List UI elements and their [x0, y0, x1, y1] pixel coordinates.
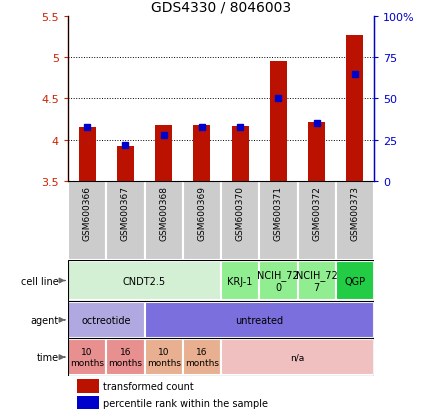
Text: GSM600372: GSM600372: [312, 186, 321, 240]
Bar: [68, 339, 106, 375]
Bar: [270, 62, 287, 182]
Text: agent: agent: [31, 315, 59, 325]
Text: CNDT2.5: CNDT2.5: [123, 276, 166, 286]
Bar: [259, 182, 298, 260]
Bar: [68, 182, 106, 260]
Bar: [183, 182, 221, 260]
Bar: [221, 339, 374, 375]
Bar: [183, 339, 221, 375]
Bar: [144, 182, 183, 260]
Text: percentile rank within the sample: percentile rank within the sample: [103, 398, 268, 408]
Text: GSM600366: GSM600366: [82, 186, 92, 240]
Text: GSM600373: GSM600373: [350, 186, 360, 240]
Text: GSM600370: GSM600370: [235, 186, 245, 240]
Bar: [68, 261, 221, 301]
Bar: [193, 126, 210, 182]
Text: GSM600367: GSM600367: [121, 186, 130, 240]
Bar: [106, 182, 144, 260]
Text: QGP: QGP: [344, 276, 366, 286]
Bar: [77, 380, 99, 392]
Bar: [68, 302, 144, 338]
Text: NCIH_72
0: NCIH_72 0: [258, 270, 299, 292]
Text: 16
months: 16 months: [185, 348, 219, 367]
Bar: [308, 122, 325, 182]
Bar: [144, 339, 183, 375]
Bar: [232, 126, 249, 182]
Bar: [259, 261, 298, 301]
Text: time: time: [37, 352, 59, 362]
Text: GSM600371: GSM600371: [274, 186, 283, 240]
Bar: [106, 339, 144, 375]
Bar: [346, 36, 363, 182]
Bar: [336, 261, 374, 301]
Text: n/a: n/a: [290, 353, 305, 362]
Bar: [79, 128, 96, 182]
Text: 10
months: 10 months: [70, 348, 104, 367]
Text: NCIH_72
7: NCIH_72 7: [296, 270, 337, 292]
Bar: [221, 182, 259, 260]
Text: 10
months: 10 months: [147, 348, 181, 367]
Title: GDS4330 / 8046003: GDS4330 / 8046003: [151, 0, 291, 14]
Text: GSM600369: GSM600369: [197, 186, 207, 240]
Text: GSM600368: GSM600368: [159, 186, 168, 240]
Text: untreated: untreated: [235, 315, 283, 325]
Text: transformed count: transformed count: [103, 381, 194, 391]
Bar: [77, 396, 99, 409]
Bar: [336, 182, 374, 260]
Text: cell line: cell line: [21, 276, 59, 286]
Bar: [144, 302, 374, 338]
Bar: [221, 261, 259, 301]
Text: KRJ-1: KRJ-1: [227, 276, 253, 286]
Text: octreotide: octreotide: [82, 315, 131, 325]
Bar: [298, 261, 336, 301]
Bar: [298, 182, 336, 260]
Text: 16
months: 16 months: [108, 348, 142, 367]
Bar: [117, 146, 134, 182]
Bar: [155, 126, 172, 182]
